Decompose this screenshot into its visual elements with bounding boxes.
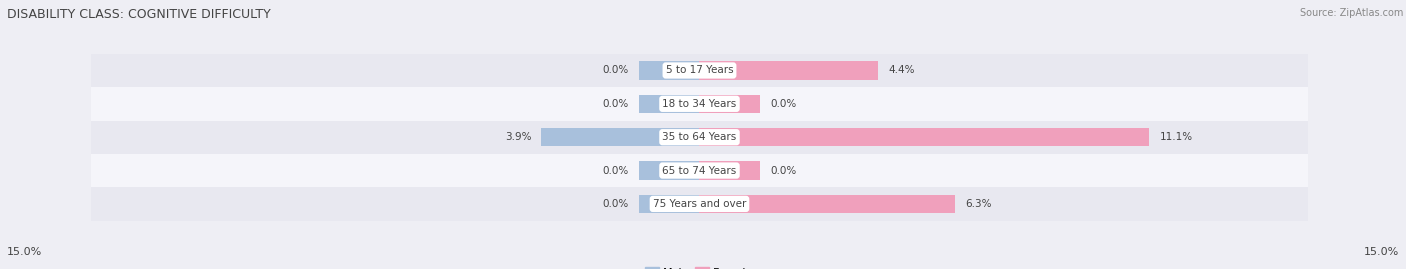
Text: 0.0%: 0.0%: [770, 99, 797, 109]
Text: 75 Years and over: 75 Years and over: [652, 199, 747, 209]
Bar: [699, 95, 761, 113]
Text: 18 to 34 Years: 18 to 34 Years: [662, 99, 737, 109]
Text: 6.3%: 6.3%: [965, 199, 991, 209]
Bar: [91, 87, 1308, 121]
Text: 11.1%: 11.1%: [1160, 132, 1192, 142]
Text: 0.0%: 0.0%: [602, 65, 628, 76]
Bar: [91, 121, 1308, 154]
Text: 4.4%: 4.4%: [889, 65, 914, 76]
Bar: [638, 95, 699, 113]
Bar: [699, 128, 1150, 146]
Bar: [638, 195, 699, 213]
Bar: [699, 161, 761, 180]
Text: Source: ZipAtlas.com: Source: ZipAtlas.com: [1299, 8, 1403, 18]
Text: 5 to 17 Years: 5 to 17 Years: [665, 65, 734, 76]
Bar: [638, 61, 699, 80]
Text: 3.9%: 3.9%: [505, 132, 531, 142]
Bar: [699, 61, 877, 80]
Bar: [638, 161, 699, 180]
Text: 0.0%: 0.0%: [602, 199, 628, 209]
Text: 65 to 74 Years: 65 to 74 Years: [662, 165, 737, 176]
Bar: [699, 195, 955, 213]
Bar: [91, 54, 1308, 87]
Bar: [91, 187, 1308, 221]
Bar: [91, 154, 1308, 187]
Text: 15.0%: 15.0%: [7, 247, 42, 257]
Text: 0.0%: 0.0%: [602, 99, 628, 109]
Text: 0.0%: 0.0%: [602, 165, 628, 176]
Text: DISABILITY CLASS: COGNITIVE DIFFICULTY: DISABILITY CLASS: COGNITIVE DIFFICULTY: [7, 8, 271, 21]
Legend: Male, Female: Male, Female: [641, 263, 758, 269]
Text: 35 to 64 Years: 35 to 64 Years: [662, 132, 737, 142]
Bar: [541, 128, 699, 146]
Text: 15.0%: 15.0%: [1364, 247, 1399, 257]
Text: 0.0%: 0.0%: [770, 165, 797, 176]
